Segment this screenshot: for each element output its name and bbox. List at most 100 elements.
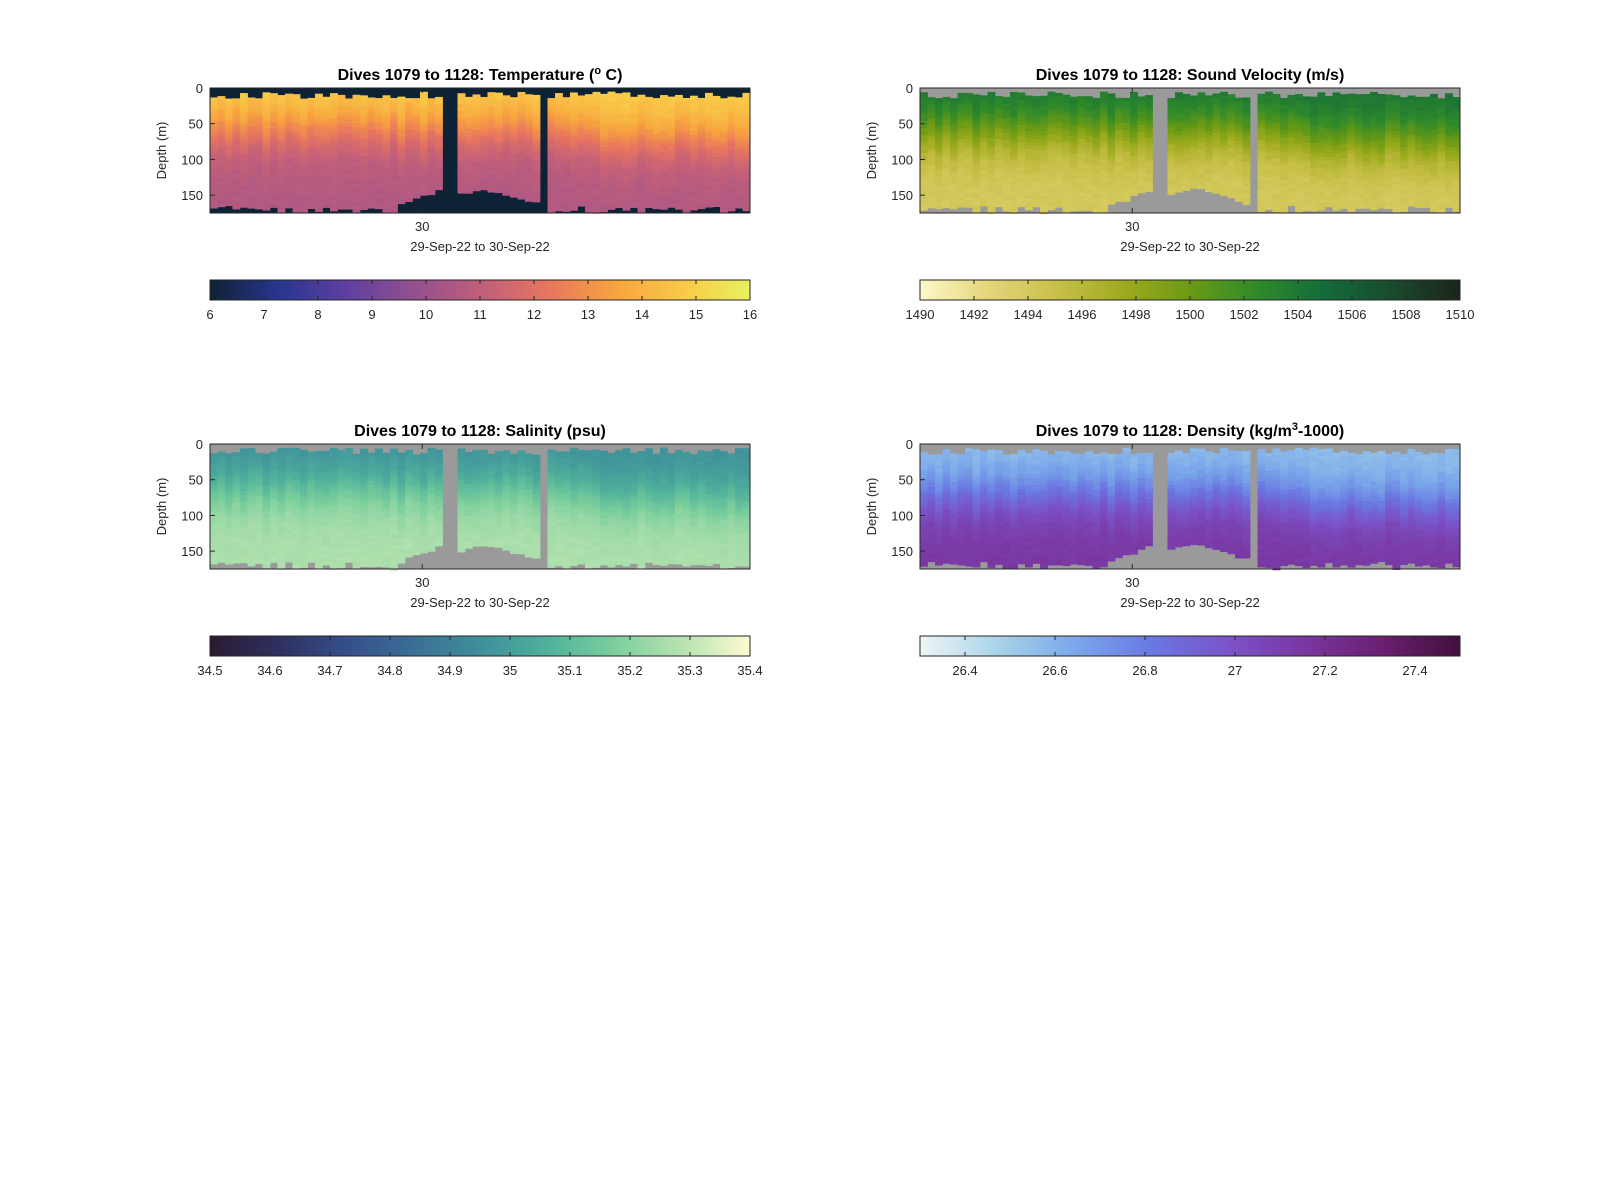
heatmap-cell [225, 489, 233, 494]
heatmap-cell [1002, 175, 1011, 180]
heatmap-cell [277, 547, 286, 552]
heatmap-cell [972, 133, 981, 138]
heatmap-cell [1002, 154, 1011, 158]
heatmap-cell [927, 132, 936, 137]
heatmap-cell [920, 99, 928, 104]
heatmap-cell [1415, 203, 1423, 208]
heatmap-cell [1047, 116, 1056, 121]
heatmap-cell [1130, 109, 1138, 114]
heatmap-cell [1280, 169, 1288, 174]
heatmap-cell [1182, 133, 1191, 138]
heatmap-cell [277, 145, 286, 150]
heatmap-cell [1272, 101, 1281, 106]
heatmap-cell [532, 105, 541, 110]
heatmap-cell [562, 132, 571, 137]
heatmap-cell [1167, 183, 1176, 188]
heatmap-cell [435, 111, 443, 116]
heatmap-cell [337, 198, 346, 203]
heatmap-cell [705, 107, 713, 112]
heatmap-cell [1227, 108, 1236, 113]
heatmap-cell [1407, 102, 1416, 107]
colorbar-tick-label: 1498 [1122, 307, 1151, 322]
heatmap-cell [210, 492, 218, 497]
heatmap-cell [957, 196, 966, 201]
heatmap-cell [240, 93, 248, 98]
heatmap-cell [1115, 190, 1123, 195]
heatmap-cell [390, 115, 398, 120]
heatmap-cell [495, 171, 503, 176]
heatmap-cell [1092, 197, 1101, 202]
heatmap-cell [1167, 101, 1176, 106]
heatmap-cell [1220, 95, 1228, 100]
heatmap-cell [1347, 139, 1356, 144]
heatmap-cell [1370, 109, 1378, 114]
heatmap-cell [645, 186, 653, 191]
heatmap-cell [1257, 125, 1266, 130]
heatmap-cell [585, 129, 593, 134]
heatmap-cell [1430, 197, 1438, 202]
heatmap-cell [1445, 93, 1453, 98]
heatmap-cell [1302, 189, 1311, 194]
heatmap-cell [1137, 125, 1146, 130]
heatmap-cell [980, 109, 988, 114]
heatmap-cell [727, 100, 736, 105]
heatmap-cell [1407, 131, 1416, 136]
heatmap-cell [622, 124, 631, 129]
heatmap-cell [562, 143, 571, 148]
heatmap-cell [330, 207, 338, 212]
heatmap-cell [405, 148, 413, 153]
heatmap-cell [1077, 206, 1086, 211]
heatmap-cell [705, 171, 713, 176]
heatmap-cell [277, 447, 286, 452]
heatmap-cell [1355, 122, 1363, 127]
heatmap-cell [510, 118, 518, 123]
heatmap-cell [285, 544, 293, 549]
heatmap-cell [615, 128, 623, 133]
heatmap-cell [472, 94, 481, 99]
heatmap-cell [1317, 192, 1326, 197]
heatmap-cell [1407, 174, 1416, 179]
heatmap-cell [337, 130, 346, 135]
heatmap-cell [1362, 97, 1371, 102]
heatmap-cell [942, 154, 951, 159]
heatmap-cell [630, 200, 638, 205]
heatmap-cell [1355, 190, 1363, 195]
heatmap-cell [1407, 170, 1416, 175]
heatmap-cell [927, 204, 936, 209]
heatmap-cell [1055, 189, 1063, 194]
heatmap-cell [927, 172, 936, 177]
heatmap-cell [645, 107, 653, 112]
heatmap-cell [247, 544, 256, 549]
heatmap-cell [630, 132, 638, 137]
heatmap-cell [292, 97, 301, 102]
heatmap-cell [232, 477, 241, 482]
heatmap-cell [1302, 182, 1311, 187]
heatmap-cell [315, 197, 323, 202]
heatmap-cell [337, 499, 346, 504]
heatmap-cell [1392, 134, 1401, 139]
heatmap-cell [1265, 177, 1273, 182]
heatmap-cell [547, 190, 556, 195]
heatmap-cell [247, 533, 256, 538]
heatmap-cell [1040, 113, 1048, 118]
heatmap-cell [570, 96, 578, 100]
heatmap-cell [920, 138, 928, 143]
heatmap-cell [682, 155, 691, 160]
heatmap-cell [337, 152, 346, 156]
heatmap-cell [427, 144, 436, 149]
heatmap-cell [217, 167, 226, 172]
heatmap-cell [1047, 191, 1056, 196]
heatmap-cell [1025, 113, 1033, 118]
heatmap-cell [345, 105, 353, 110]
heatmap-cell [1332, 203, 1341, 208]
heatmap-cell [607, 95, 616, 100]
heatmap-cell [600, 193, 608, 198]
heatmap-cell [1332, 188, 1341, 193]
heatmap-cell [965, 175, 973, 180]
heatmap-cell [720, 198, 728, 203]
heatmap-cell [225, 166, 233, 171]
heatmap-cell [337, 524, 346, 529]
heatmap-cell [510, 143, 518, 148]
heatmap-cell [652, 123, 661, 128]
heatmap-cell [337, 507, 346, 511]
